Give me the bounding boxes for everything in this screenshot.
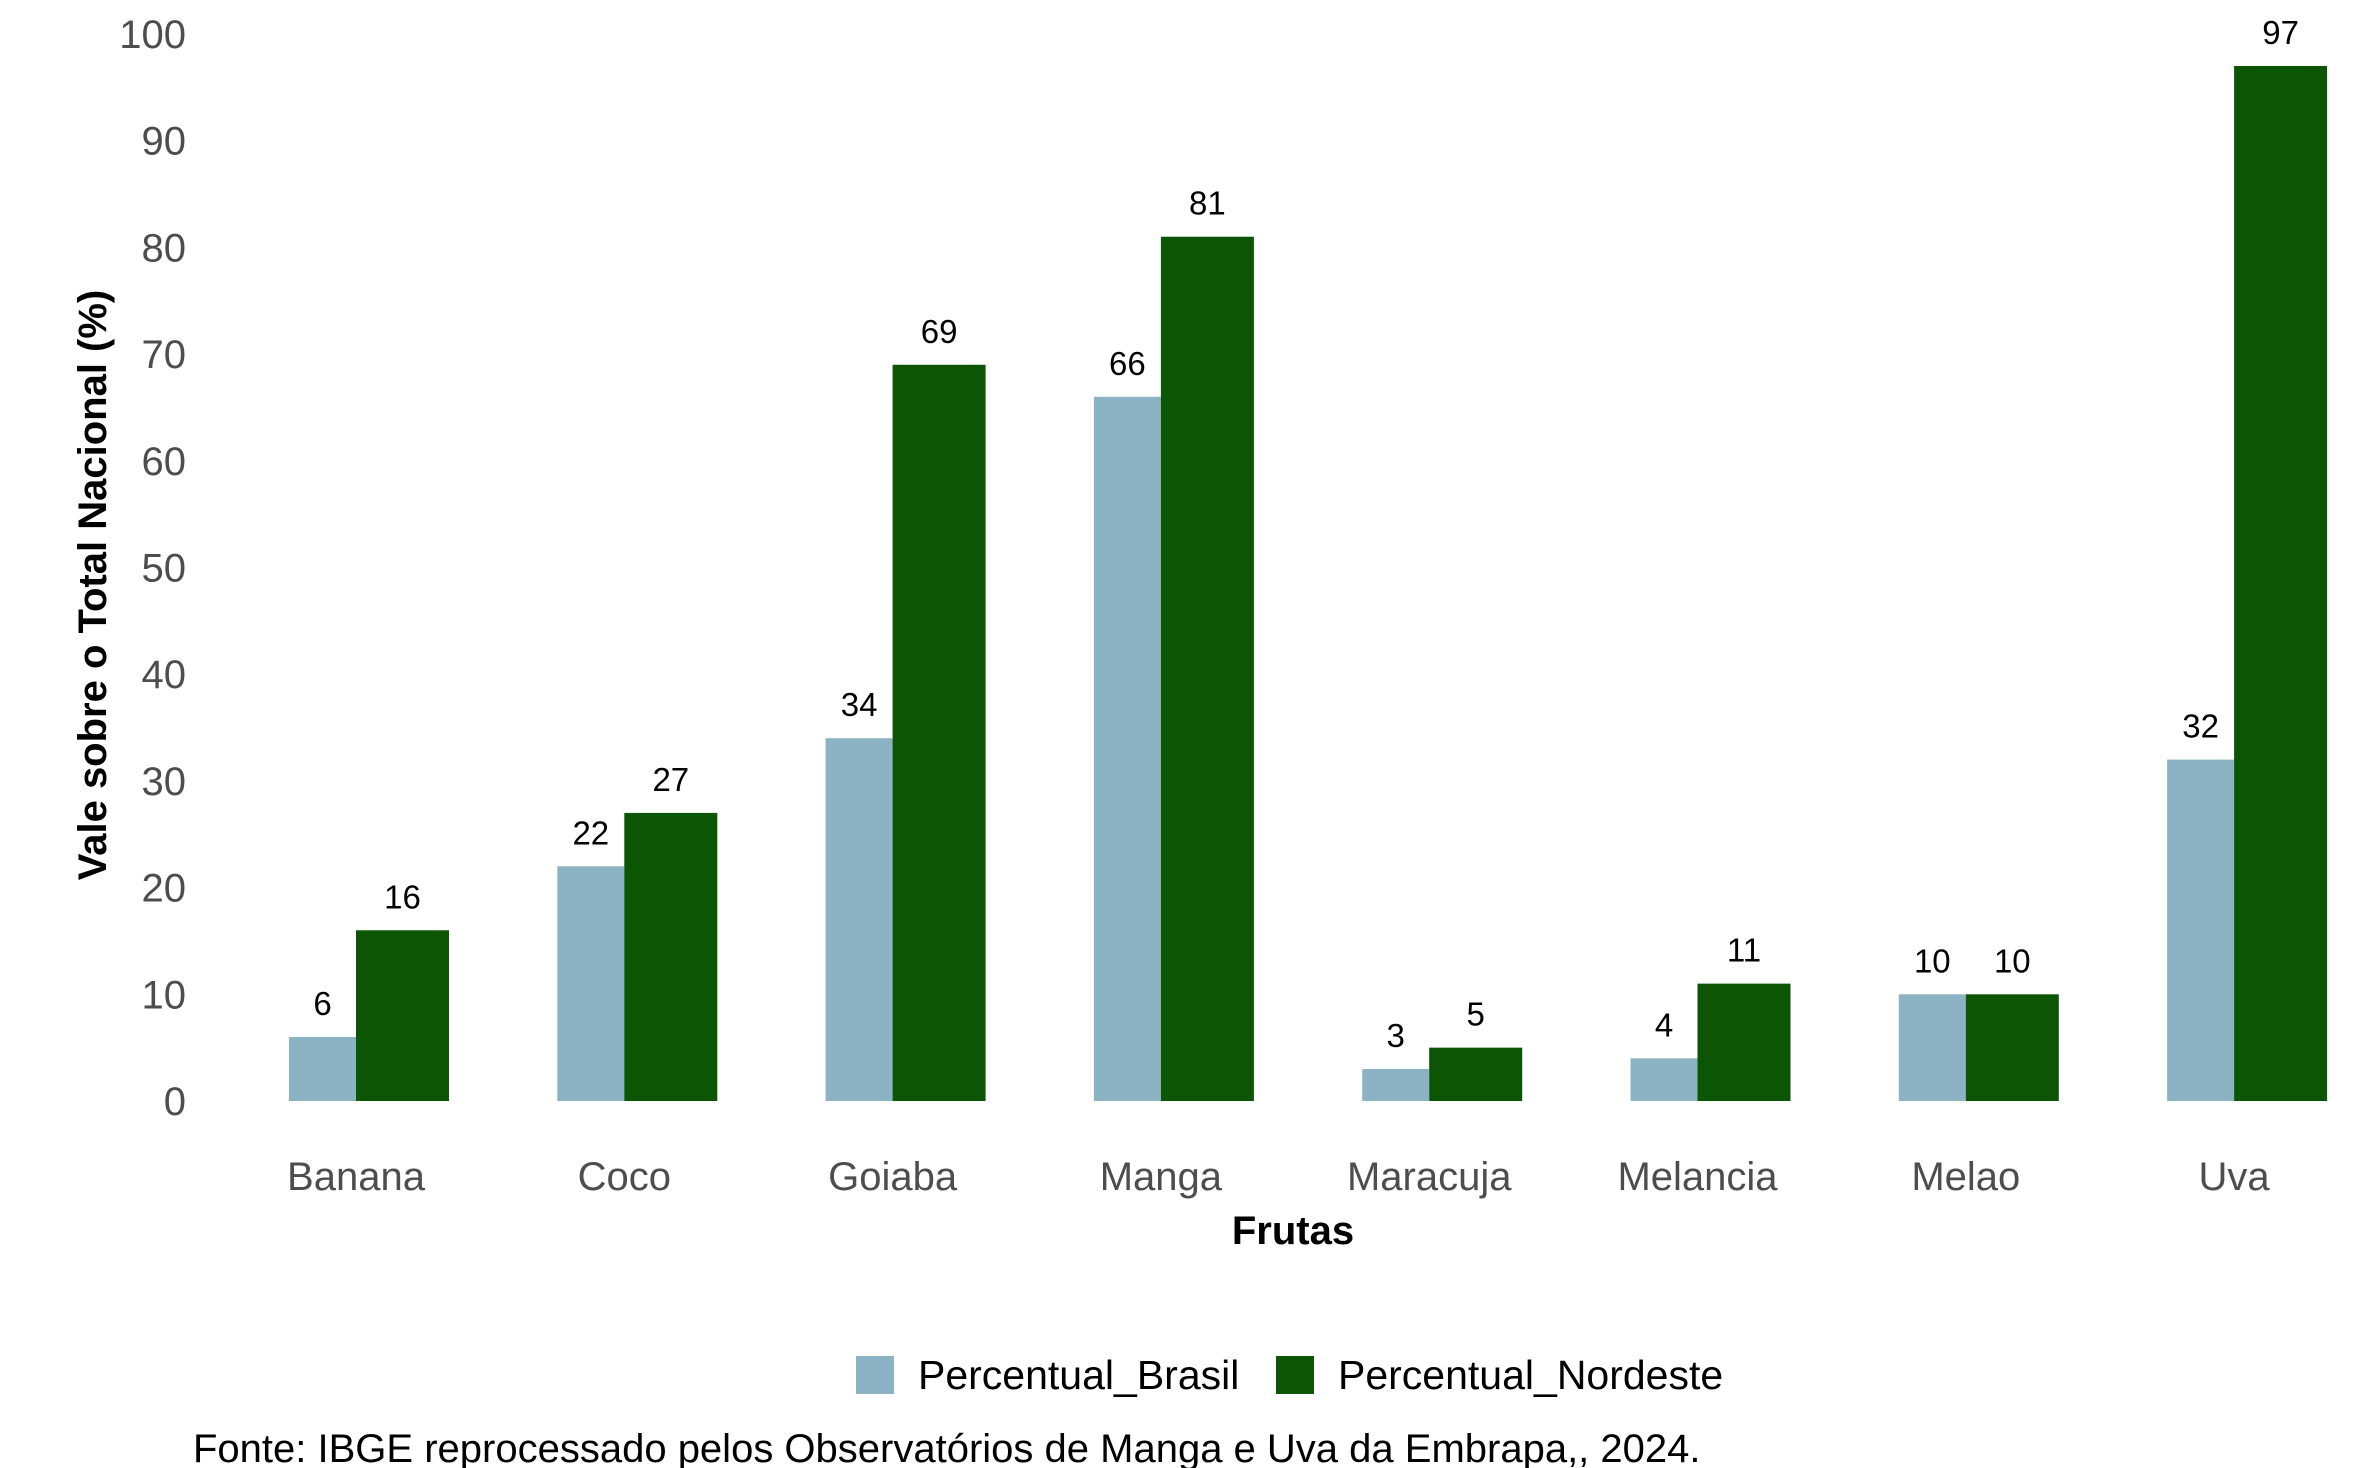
- bar-percentual-nordeste-banana: [356, 930, 449, 1101]
- legend-swatch-percentual-nordeste: [1276, 1356, 1314, 1394]
- bar-percentual-nordeste-melancia: [1697, 983, 1791, 1101]
- data-label-percentual-brasil: 10: [1914, 942, 1951, 979]
- data-label-percentual-brasil: 6: [313, 985, 331, 1022]
- bar-percentual-brasil-melao: [1898, 994, 1966, 1101]
- x-axis-categories: Banana Coco Goiaba Manga Maracuja Melancia Mel…: [287, 1155, 2270, 1199]
- data-label-percentual-brasil: 32: [2182, 708, 2219, 745]
- bar-percentual-nordeste-coco: [624, 812, 718, 1101]
- bar-percentual-brasil-manga: [1093, 396, 1161, 1101]
- bars-group: [289, 66, 2328, 1102]
- bar-percentual-nordeste-uva: [2234, 66, 2328, 1101]
- legend-swatch-percentual-brasil: [856, 1356, 894, 1394]
- y-tick-label: 80: [142, 226, 187, 270]
- x-category-label: Coco: [578, 1155, 671, 1199]
- x-category-label: Manga: [1100, 1155, 1223, 1199]
- x-axis-title: Frutas: [1232, 1209, 1354, 1253]
- data-labels-group: 6 16 22 27 34 69 66 81 3 5 4 11 10 10 32 97: [313, 14, 2299, 1054]
- data-label-percentual-nordeste: 81: [1189, 185, 1226, 222]
- source-caption: Fonte: IBGE reprocessado pelos Observató…: [193, 1427, 1701, 1468]
- x-category-label: Maracuja: [1347, 1155, 1512, 1199]
- data-label-percentual-nordeste: 16: [384, 878, 421, 915]
- bar-percentual-brasil-coco: [557, 866, 625, 1101]
- y-tick-label: 0: [164, 1080, 186, 1124]
- data-label-percentual-nordeste: 5: [1467, 996, 1485, 1033]
- bar-percentual-nordeste-manga: [1160, 236, 1254, 1102]
- bar-percentual-brasil-goiaba: [825, 738, 893, 1101]
- y-tick-label: 70: [142, 333, 187, 377]
- data-label-percentual-nordeste: 27: [652, 761, 689, 798]
- bar-percentual-nordeste-melao: [1965, 994, 2059, 1101]
- x-category-label: Melancia: [1617, 1155, 1778, 1199]
- bar-percentual-nordeste-maracuja: [1429, 1047, 1523, 1101]
- y-tick-label: 40: [142, 653, 187, 697]
- data-label-percentual-nordeste: 11: [1727, 932, 1761, 969]
- legend: Percentual_Brasil Percentual_Nordeste: [856, 1352, 1723, 1398]
- y-axis-title: Vale sobre o Total Nacional (%): [71, 290, 115, 881]
- bar-percentual-nordeste-goiaba: [892, 364, 986, 1101]
- legend-label-percentual-nordeste: Percentual_Nordeste: [1338, 1352, 1723, 1398]
- legend-label-percentual-brasil: Percentual_Brasil: [918, 1352, 1239, 1398]
- x-category-label: Goiaba: [828, 1155, 958, 1199]
- y-tick-label: 10: [142, 973, 187, 1017]
- data-label-percentual-brasil: 66: [1109, 345, 1146, 382]
- bar-percentual-brasil-uva: [2167, 759, 2235, 1101]
- y-tick-label: 30: [142, 760, 187, 804]
- bar-percentual-brasil-melancia: [1630, 1058, 1698, 1101]
- y-tick-label: 20: [142, 867, 187, 911]
- y-axis-ticks: 0 10 20 30 40 50 60 70 80 90 100: [119, 13, 186, 1124]
- data-label-percentual-brasil: 4: [1655, 1006, 1673, 1043]
- y-tick-label: 100: [119, 13, 186, 57]
- data-label-percentual-nordeste: 69: [921, 313, 958, 350]
- x-category-label: Melao: [1911, 1155, 2020, 1199]
- data-label-percentual-brasil: 3: [1387, 1017, 1405, 1054]
- bar-percentual-brasil-banana: [289, 1036, 356, 1101]
- x-category-label: Banana: [287, 1155, 426, 1199]
- data-label-percentual-brasil: 34: [841, 686, 878, 723]
- data-label-percentual-nordeste: 10: [1994, 942, 2031, 979]
- x-category-label: Uva: [2199, 1155, 2271, 1199]
- y-tick-label: 60: [142, 440, 187, 484]
- data-label-percentual-nordeste: 97: [2262, 14, 2299, 51]
- data-label-percentual-brasil: 22: [572, 814, 609, 851]
- y-tick-label: 50: [142, 547, 187, 591]
- y-tick-label: 90: [142, 120, 187, 164]
- bar-percentual-brasil-maracuja: [1362, 1068, 1430, 1101]
